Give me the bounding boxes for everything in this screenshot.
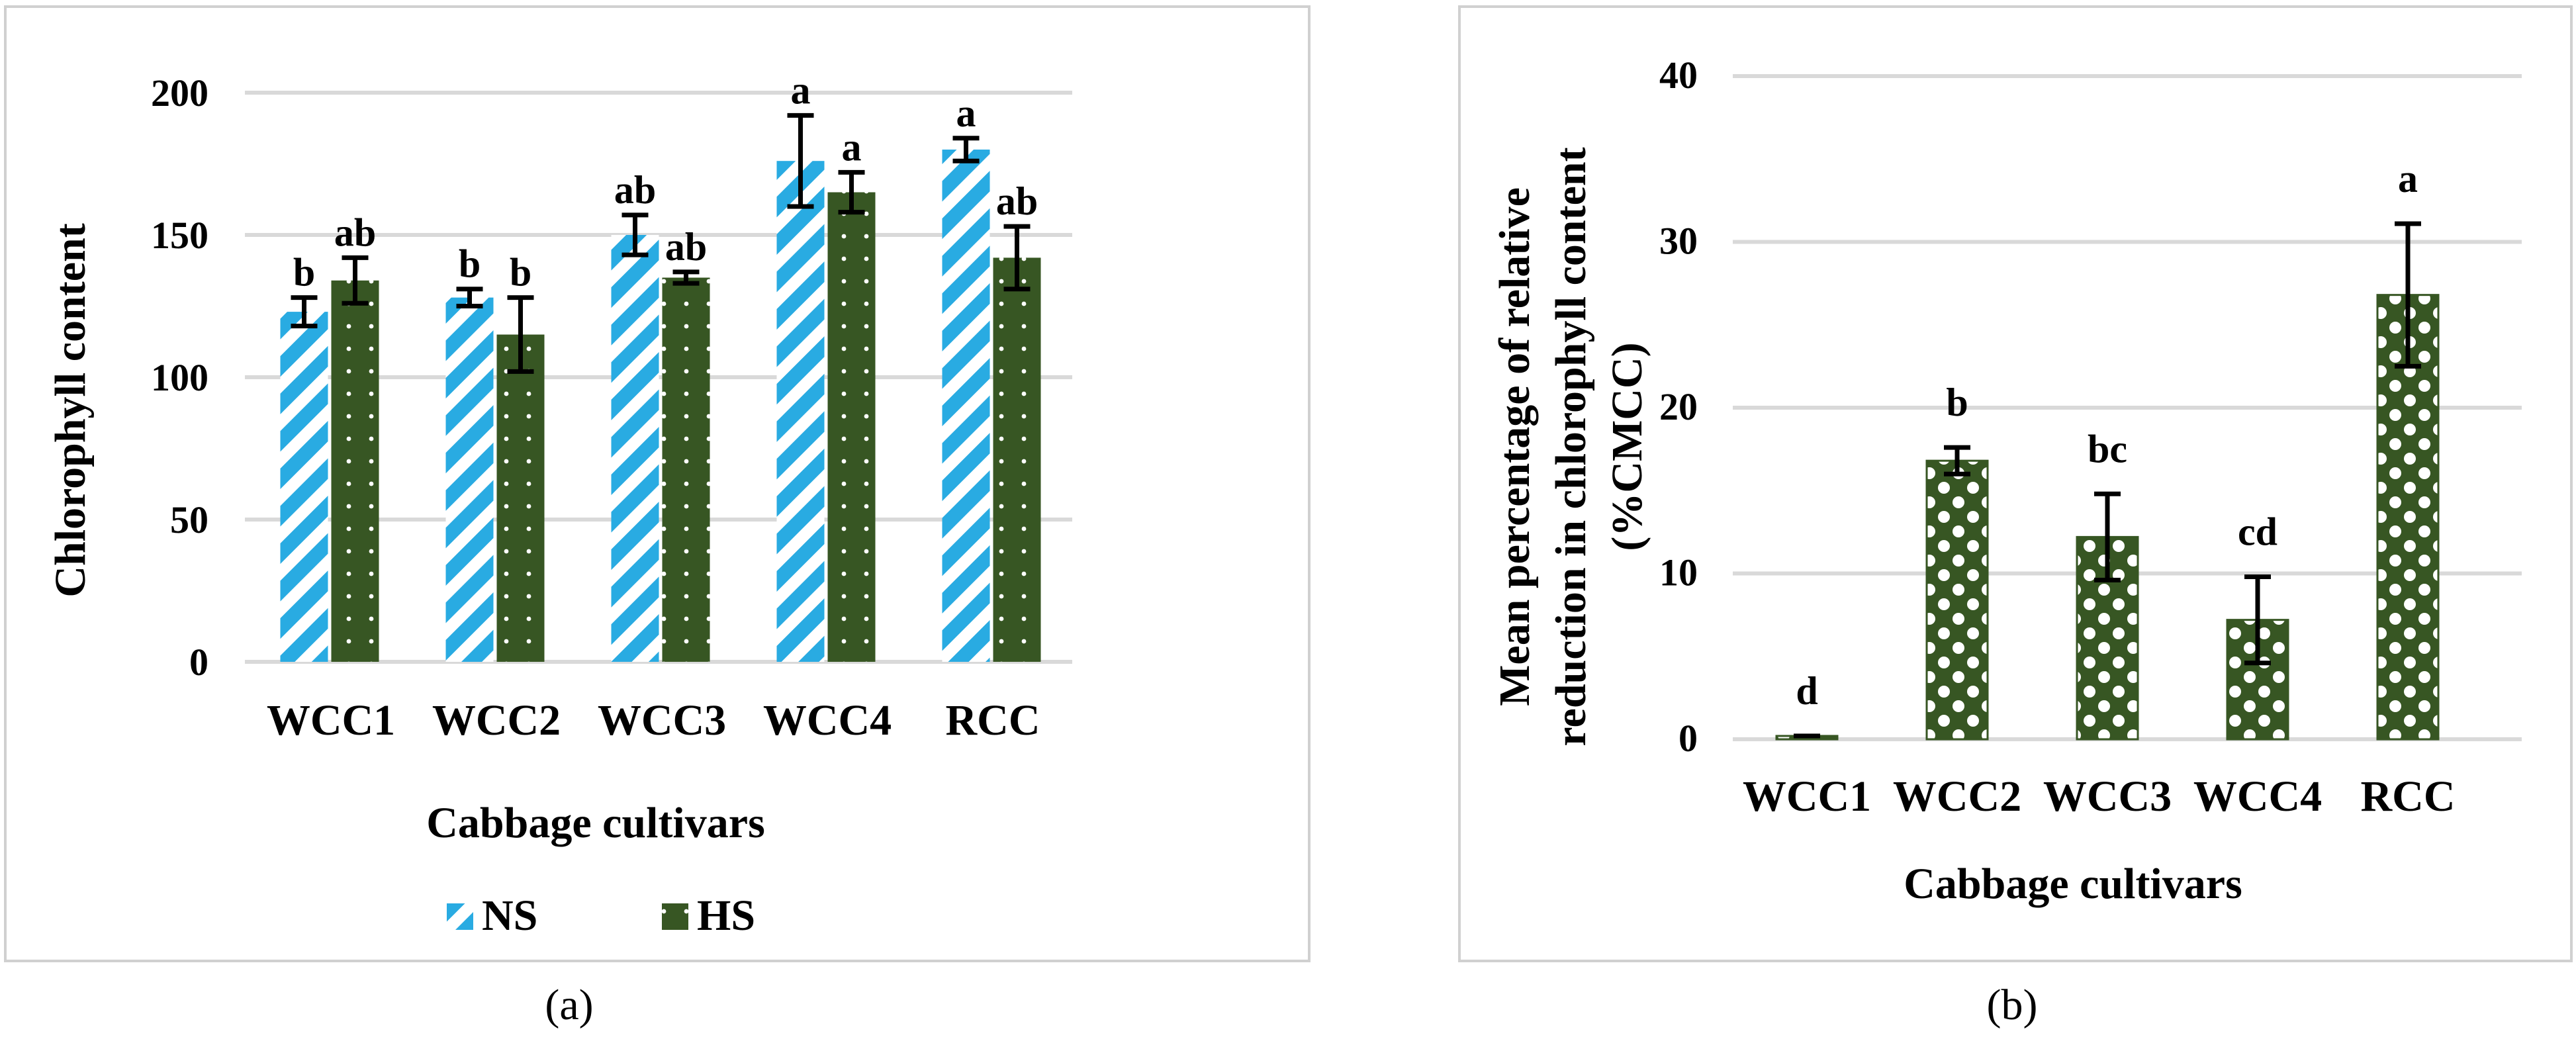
error-bar <box>456 287 483 308</box>
panel-b-category-labels: WCC1 WCC2 WCC3 WCC4 RCC <box>1743 772 2456 821</box>
bar-ns <box>445 297 494 662</box>
y-tick-label: 0 <box>1679 717 1698 760</box>
panel-a-error-bars <box>291 113 1031 374</box>
error-bar <box>2244 574 2271 666</box>
panel-b-y-axis-title-line2: reduction in chlorophyll content <box>1547 147 1595 746</box>
y-tick-label: 0 <box>189 641 208 684</box>
panel-a-category-labels: WCC1 WCC2 WCC3 WCC4 RCC <box>267 696 1040 745</box>
significance-label: ab <box>996 179 1038 223</box>
panel-a-y-ticks: 0 50 100 150 200 <box>151 71 208 684</box>
bar-hs <box>662 277 710 662</box>
y-tick-label: 20 <box>1659 385 1698 428</box>
error-bar <box>342 255 369 306</box>
y-tick-label: 10 <box>1659 551 1698 594</box>
panel-b-error-bars <box>1794 221 2421 739</box>
error-bar <box>952 136 980 163</box>
significance-label: bc <box>2088 427 2127 471</box>
category-label: WCC3 <box>2043 772 2172 821</box>
y-tick-label: 50 <box>170 498 208 541</box>
significance-label: a <box>842 125 862 169</box>
significance-label: a <box>2398 157 2418 201</box>
significance-label: a <box>791 68 811 112</box>
panel-a-x-axis-title: Cabbage cultivars <box>426 799 765 847</box>
panel-a-legend: NS HS <box>447 891 755 940</box>
panel-b-y-axis-title-line1: Mean percentage of relative <box>1491 187 1539 706</box>
panel-a-y-axis-title: Chlorophyll content <box>46 223 95 597</box>
y-tick-label: 40 <box>1659 54 1698 97</box>
panel-b-caption: (b) <box>1987 981 2038 1029</box>
category-label: WCC2 <box>432 696 561 745</box>
category-label: WCC3 <box>598 696 726 745</box>
bar-ns <box>942 150 990 662</box>
panel-b-x-axis-title: Cabbage cultivars <box>1904 860 2242 908</box>
bar-hs <box>496 334 545 662</box>
significance-label: cd <box>2238 510 2277 554</box>
error-bar <box>507 295 534 374</box>
error-bar <box>672 269 700 286</box>
error-bar <box>1944 445 1970 477</box>
significance-label: a <box>956 91 976 135</box>
legend-hs-label: HS <box>697 891 755 940</box>
y-tick-label: 30 <box>1659 220 1698 263</box>
category-label: WCC1 <box>267 696 395 745</box>
bar-ns <box>776 161 825 662</box>
significance-label: d <box>1796 669 1817 713</box>
error-bar <box>2094 491 2121 583</box>
significance-label: ab <box>334 210 376 254</box>
bar-ns <box>280 312 328 662</box>
panel-a-bars <box>280 150 1041 662</box>
panel-b-y-axis-title-line3: (%CMCC) <box>1603 342 1651 551</box>
error-bar <box>621 212 649 257</box>
significance-label: b <box>1946 381 1968 424</box>
bar-hs <box>827 192 876 662</box>
error-bar <box>1003 224 1031 292</box>
error-bar <box>838 169 865 215</box>
category-label: RCC <box>2361 772 2456 821</box>
significance-label: b <box>510 251 531 295</box>
panel-b-bars <box>1775 294 2440 741</box>
bar-hs <box>331 280 379 662</box>
category-label: WCC1 <box>1743 772 1871 821</box>
y-tick-label: 150 <box>151 214 208 257</box>
bar-cmcc <box>1925 459 1989 741</box>
category-label: WCC4 <box>763 696 892 745</box>
legend-ns-swatch <box>447 903 473 930</box>
bar-hs <box>993 257 1041 662</box>
panel-b-chart: 0 10 20 30 40 d b bc cd a WCC1 WCC2 WCC3 WCC4 RCC Me… <box>1458 5 2573 1029</box>
y-tick-label: 200 <box>151 71 208 114</box>
panel-a-caption: (a) <box>545 981 593 1029</box>
error-bar <box>291 295 318 329</box>
category-label: WCC2 <box>1893 772 2021 821</box>
error-bar <box>2395 221 2421 369</box>
bar-ns <box>611 235 659 662</box>
significance-label: ab <box>614 168 656 212</box>
category-label: RCC <box>946 696 1040 745</box>
panel-b-significance-labels: d b bc cd a <box>1796 157 2418 713</box>
y-tick-label: 100 <box>151 356 208 399</box>
significance-label: b <box>459 242 481 286</box>
panel-b-y-ticks: 0 10 20 30 40 <box>1659 54 1698 760</box>
significance-label: ab <box>665 225 707 269</box>
error-bar <box>787 113 814 209</box>
legend-ns-label: NS <box>482 891 537 940</box>
category-label: WCC4 <box>2193 772 2322 821</box>
significance-label: b <box>293 251 315 295</box>
legend-hs-swatch <box>662 903 688 930</box>
